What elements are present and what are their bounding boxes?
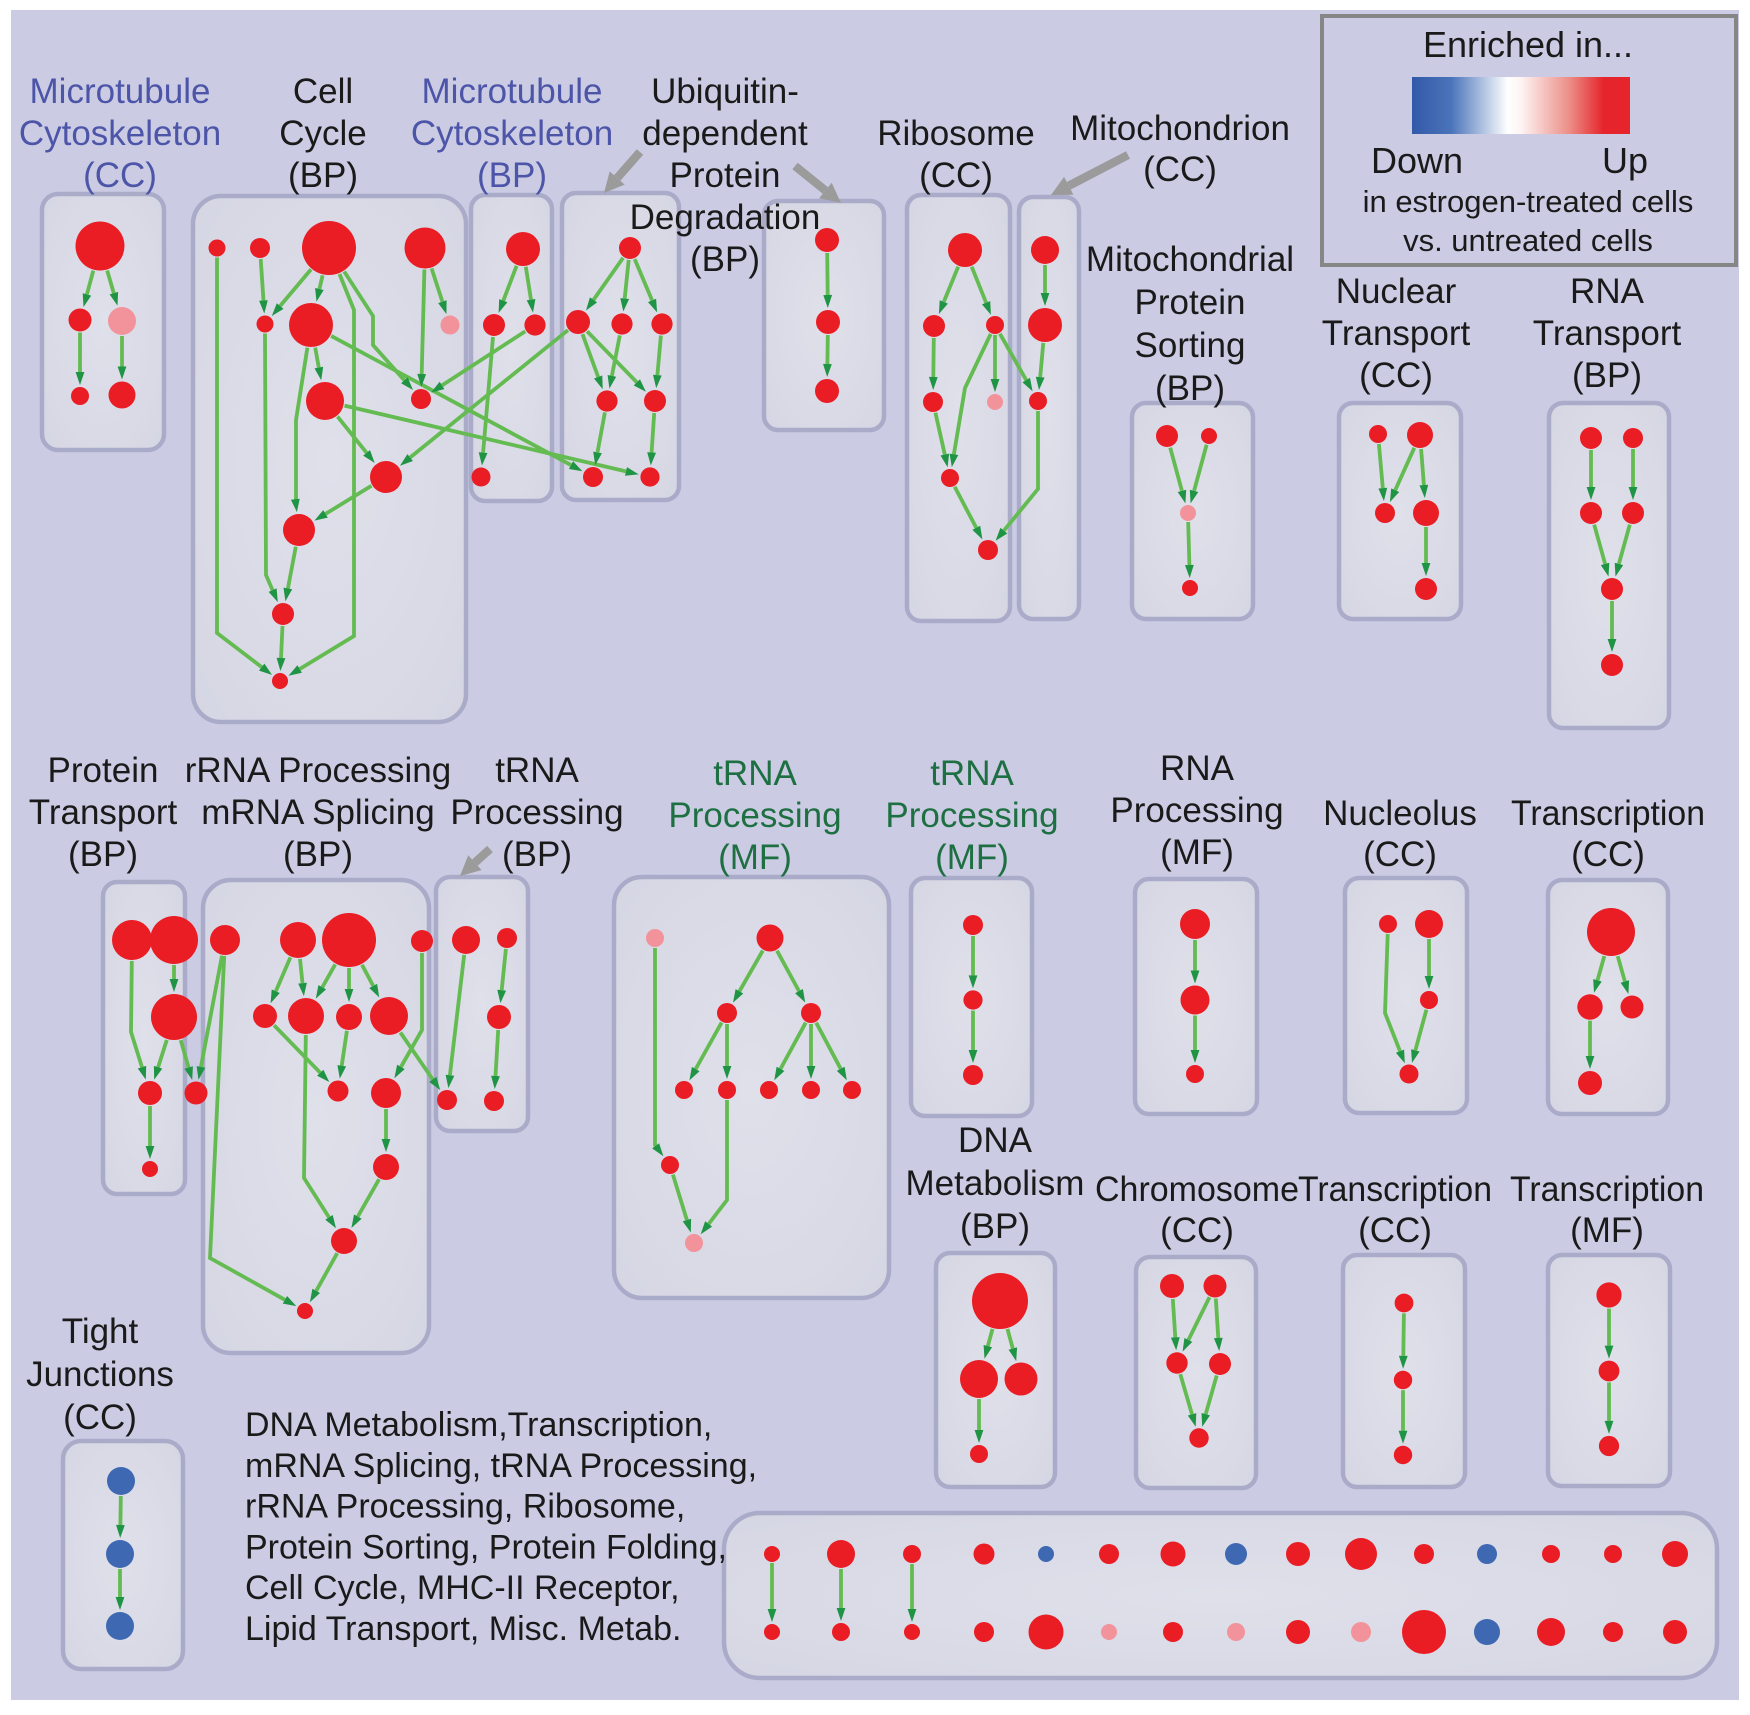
svg-text:Nucleolus: Nucleolus	[1323, 794, 1477, 833]
svg-text:Cycle: Cycle	[279, 114, 367, 153]
svg-text:mRNA Splicing, tRNA Processing: mRNA Splicing, tRNA Processing,	[245, 1447, 757, 1485]
svg-text:(BP): (BP)	[690, 240, 760, 279]
svg-text:Degradation: Degradation	[630, 198, 821, 237]
svg-text:Microtubule: Microtubule	[422, 72, 603, 111]
svg-text:Cytoskeleton: Cytoskeleton	[411, 114, 613, 153]
svg-text:(CC): (CC)	[919, 156, 993, 195]
svg-text:Cell: Cell	[293, 72, 353, 111]
svg-text:Tight: Tight	[62, 1312, 139, 1351]
svg-text:Processing: Processing	[668, 796, 841, 835]
svg-text:(BP): (BP)	[477, 156, 547, 195]
svg-text:(MF): (MF)	[1160, 833, 1234, 872]
svg-text:Enriched in...: Enriched in...	[1423, 24, 1633, 65]
svg-text:DNA Metabolism,Transcription,: DNA Metabolism,Transcription,	[245, 1406, 712, 1444]
svg-text:dependent: dependent	[642, 114, 808, 153]
svg-text:Protein: Protein	[670, 156, 781, 195]
svg-text:(MF): (MF)	[935, 838, 1009, 877]
svg-text:Protein: Protein	[1135, 283, 1246, 322]
svg-text:Ubiquitin-: Ubiquitin-	[651, 72, 799, 111]
svg-text:mRNA Splicing: mRNA Splicing	[201, 793, 434, 832]
svg-text:Lipid Transport, Misc. Metab.: Lipid Transport, Misc. Metab.	[245, 1610, 682, 1648]
svg-text:Chromosome: Chromosome	[1095, 1170, 1299, 1209]
svg-text:vs. untreated cells: vs. untreated cells	[1403, 223, 1653, 258]
svg-text:(MF): (MF)	[1570, 1211, 1644, 1250]
svg-text:RNA: RNA	[1160, 749, 1235, 788]
svg-text:Protein: Protein	[48, 751, 159, 790]
svg-text:Sorting: Sorting	[1135, 326, 1246, 365]
svg-text:(BP): (BP)	[288, 156, 358, 195]
svg-text:Transcription: Transcription	[1510, 1170, 1704, 1209]
svg-text:(BP): (BP)	[1572, 356, 1642, 395]
svg-text:rRNA Processing, Ribosome,: rRNA Processing, Ribosome,	[245, 1488, 685, 1526]
svg-text:(BP): (BP)	[283, 835, 353, 874]
svg-text:Down: Down	[1371, 140, 1463, 181]
svg-text:(CC): (CC)	[83, 156, 157, 195]
svg-text:Mitochondrion: Mitochondrion	[1070, 109, 1290, 148]
svg-text:Up: Up	[1602, 140, 1648, 181]
svg-text:Junctions: Junctions	[26, 1355, 174, 1394]
svg-text:Transport: Transport	[29, 793, 178, 832]
svg-text:DNA: DNA	[958, 1121, 1033, 1160]
svg-text:(CC): (CC)	[1359, 356, 1433, 395]
svg-text:Microtubule: Microtubule	[30, 72, 211, 111]
svg-text:Transport: Transport	[1533, 314, 1682, 353]
svg-text:(BP): (BP)	[68, 835, 138, 874]
svg-text:Transport: Transport	[1322, 314, 1471, 353]
svg-text:(CC): (CC)	[1363, 835, 1437, 874]
svg-text:rRNA Processing: rRNA Processing	[185, 751, 451, 790]
svg-text:tRNA: tRNA	[930, 754, 1014, 793]
svg-text:(CC): (CC)	[1571, 835, 1645, 874]
svg-text:Processing: Processing	[450, 793, 623, 832]
svg-text:(CC): (CC)	[63, 1398, 137, 1437]
svg-text:(BP): (BP)	[502, 835, 572, 874]
svg-text:tRNA: tRNA	[713, 754, 797, 793]
svg-text:Metabolism: Metabolism	[906, 1164, 1085, 1203]
svg-text:Processing: Processing	[1110, 791, 1283, 830]
svg-text:(CC): (CC)	[1143, 150, 1217, 189]
svg-text:Nuclear: Nuclear	[1336, 272, 1457, 311]
svg-text:tRNA: tRNA	[495, 751, 579, 790]
svg-text:Protein Sorting, Protein Foldi: Protein Sorting, Protein Folding,	[245, 1528, 727, 1566]
svg-text:Cytoskeleton: Cytoskeleton	[19, 114, 221, 153]
svg-text:(MF): (MF)	[718, 838, 792, 877]
svg-text:RNA: RNA	[1570, 272, 1645, 311]
svg-text:in estrogen-treated cells: in estrogen-treated cells	[1363, 184, 1694, 219]
svg-text:Cell Cycle, MHC-II Receptor,: Cell Cycle, MHC-II Receptor,	[245, 1569, 680, 1607]
svg-text:Transcription: Transcription	[1511, 794, 1705, 833]
svg-text:Transcription: Transcription	[1298, 1170, 1492, 1209]
svg-text:Mitochondrial: Mitochondrial	[1086, 240, 1294, 279]
svg-text:(CC): (CC)	[1160, 1211, 1234, 1250]
svg-text:Ribosome: Ribosome	[877, 114, 1035, 153]
svg-text:Processing: Processing	[885, 796, 1058, 835]
svg-text:(BP): (BP)	[960, 1207, 1030, 1246]
svg-text:(BP): (BP)	[1155, 369, 1225, 408]
svg-text:(CC): (CC)	[1358, 1211, 1432, 1250]
